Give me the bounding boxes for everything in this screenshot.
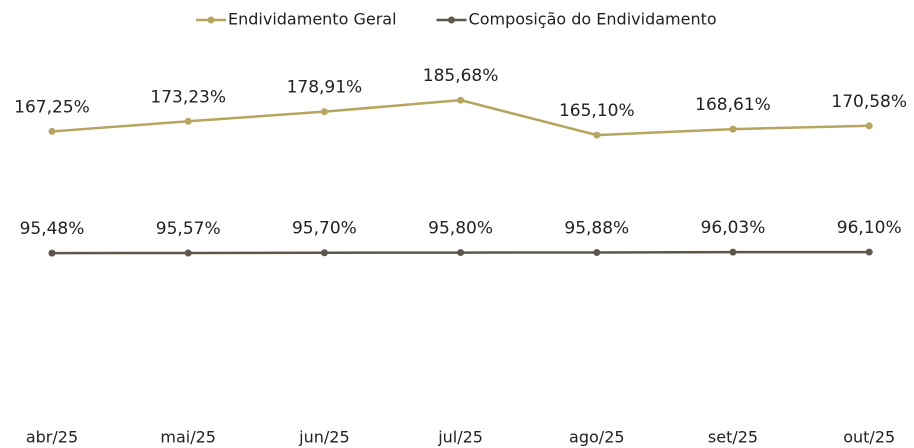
data-label: 96,03% (701, 218, 766, 238)
legend-marker (448, 16, 456, 24)
point (865, 248, 873, 256)
point (184, 117, 192, 125)
data-label: 95,70% (292, 219, 357, 239)
x-tick-label: abr/25 (26, 428, 78, 447)
x-tick-label: out/25 (843, 428, 895, 447)
point (184, 249, 192, 257)
data-label: 96,10% (837, 218, 902, 238)
data-label: 178,91% (287, 78, 363, 98)
point (729, 248, 737, 256)
data-label: 168,61% (695, 95, 771, 115)
legend-label: Composição do Endividamento (469, 10, 717, 29)
point (729, 125, 737, 133)
data-label: 95,80% (428, 219, 493, 239)
data-label: 170,58% (831, 92, 907, 112)
point (320, 249, 328, 257)
data-label: 185,68% (423, 66, 499, 86)
point (48, 127, 56, 135)
point (457, 249, 465, 257)
data-label: 167,25% (14, 97, 90, 117)
point (457, 96, 465, 104)
point (48, 249, 56, 257)
legend-marker (207, 16, 215, 24)
point (320, 108, 328, 116)
point (593, 248, 601, 256)
data-label: 173,23% (150, 87, 226, 107)
point (593, 131, 601, 139)
x-tick-label: mai/25 (160, 428, 216, 447)
data-label: 95,48% (20, 219, 85, 239)
x-tick-label: set/25 (708, 428, 758, 447)
point (865, 122, 873, 130)
data-label: 165,10% (559, 101, 635, 121)
x-tick-label: jul/25 (437, 428, 483, 447)
data-label: 95,88% (564, 218, 629, 238)
legend-label: Endividamento Geral (228, 10, 397, 29)
data-label: 95,57% (156, 219, 221, 239)
x-tick-label: ago/25 (569, 428, 625, 447)
x-tick-label: jun/25 (298, 428, 349, 447)
